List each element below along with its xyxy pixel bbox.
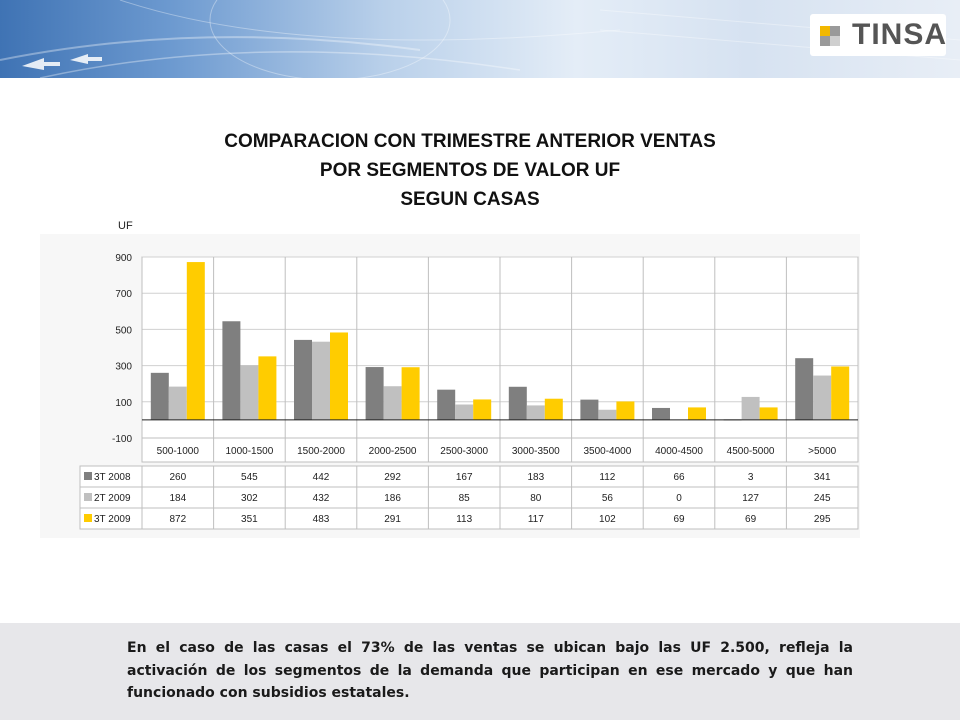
data-label-0-0: 260 xyxy=(169,472,186,483)
bar-0-5 xyxy=(508,386,527,420)
legend-label-0: 3T 2008 xyxy=(94,472,131,483)
data-label-2-6: 102 xyxy=(599,514,616,525)
data-label-0-6: 112 xyxy=(599,472,615,483)
bar-2-2 xyxy=(330,332,348,420)
logo-box xyxy=(810,14,946,56)
y-tick-label-5: 900 xyxy=(115,253,132,264)
legend-label-2: 3T 2009 xyxy=(94,514,131,525)
title-line-2: POR SEGMENTOS DE VALOR UF xyxy=(319,160,621,181)
data-label-2-3: 291 xyxy=(384,514,401,525)
data-label-2-7: 69 xyxy=(673,514,685,525)
chart-title: COMPARACION CON TRIMESTRE ANTERIOR VENTA… xyxy=(110,127,830,214)
bar-0-6 xyxy=(580,399,599,420)
bar-0-0 xyxy=(150,372,169,420)
y-tick-label-0: -100 xyxy=(112,434,132,445)
data-label-0-9: 341 xyxy=(814,472,831,483)
legend-swatch-0 xyxy=(84,472,92,480)
x-tick-label-8: 4500-5000 xyxy=(727,446,775,457)
legend-label-1: 2T 2009 xyxy=(94,493,131,504)
bar-1-3 xyxy=(383,386,402,420)
bar-2-0 xyxy=(186,262,205,420)
data-label-1-7: 0 xyxy=(676,493,682,504)
legend-swatch-2 xyxy=(84,514,92,522)
title-line-3: SEGUN CASAS xyxy=(400,189,540,210)
bar-0-1 xyxy=(222,321,241,420)
data-label-1-4: 85 xyxy=(459,493,471,504)
bar-0-3 xyxy=(365,367,384,420)
bar-0-4 xyxy=(437,389,456,420)
footer-text: En el caso de las casas el 73% de las ve… xyxy=(127,640,853,701)
data-label-2-0: 872 xyxy=(169,514,186,525)
arrow-left-icon xyxy=(22,58,60,70)
tinsa-logo-mark-icon xyxy=(820,26,840,46)
bar-2-7 xyxy=(688,407,706,420)
x-tick-label-2: 1500-2000 xyxy=(297,446,345,457)
footer-band xyxy=(0,623,960,720)
data-label-0-4: 167 xyxy=(456,472,473,483)
legend-swatch-1 xyxy=(84,493,92,501)
data-label-1-5: 80 xyxy=(530,493,542,504)
data-label-0-5: 183 xyxy=(527,472,544,483)
y-axis-label: UF xyxy=(118,220,133,232)
data-label-0-7: 66 xyxy=(673,472,685,483)
bar-1-6 xyxy=(598,409,617,420)
bar-2-8 xyxy=(759,407,778,420)
header-banner: TINSA xyxy=(0,0,960,78)
logo-text: TINSA xyxy=(852,18,947,51)
bar-2-4 xyxy=(473,399,492,420)
arrow-left-icon-2 xyxy=(70,54,102,64)
data-label-0-3: 292 xyxy=(384,472,401,483)
y-tick-label-3: 500 xyxy=(115,325,132,336)
bar-1-2 xyxy=(312,341,330,420)
bar-1-4 xyxy=(455,404,474,420)
data-label-1-9: 245 xyxy=(814,493,831,504)
data-label-1-8: 127 xyxy=(742,493,759,504)
data-label-2-8: 69 xyxy=(745,514,757,525)
bar-0-2 xyxy=(294,339,312,420)
data-label-1-1: 302 xyxy=(241,493,258,504)
data-label-2-2: 483 xyxy=(313,514,330,525)
data-label-1-0: 184 xyxy=(169,493,186,504)
data-label-0-2: 442 xyxy=(313,472,330,483)
bar-1-9 xyxy=(813,375,832,420)
x-tick-label-0: 500-1000 xyxy=(157,446,200,457)
bar-1-1 xyxy=(240,365,259,420)
bar-1-0 xyxy=(168,386,187,420)
x-tick-label-9: >5000 xyxy=(808,446,837,457)
y-tick-label-4: 700 xyxy=(115,289,132,300)
bar-0-7 xyxy=(652,407,670,420)
x-tick-label-7: 4000-4500 xyxy=(655,446,703,457)
data-label-2-1: 351 xyxy=(241,514,258,525)
x-tick-label-4: 2500-3000 xyxy=(440,446,488,457)
x-tick-label-6: 3500-4000 xyxy=(583,446,631,457)
y-tick-label-2: 300 xyxy=(115,362,132,373)
x-tick-label-3: 2000-2500 xyxy=(369,446,417,457)
table-row-2 xyxy=(79,507,859,530)
data-label-0-1: 545 xyxy=(241,472,258,483)
data-label-0-8: 3 xyxy=(748,472,754,483)
bar-2-3 xyxy=(401,367,420,420)
y-tick-label-1: 100 xyxy=(115,398,132,409)
data-label-2-5: 117 xyxy=(528,514,544,525)
bar-2-1 xyxy=(258,356,277,420)
data-label-2-4: 113 xyxy=(456,514,472,525)
bar-2-9 xyxy=(831,366,850,420)
data-label-2-9: 295 xyxy=(814,514,831,525)
bar-2-6 xyxy=(616,401,635,420)
data-label-1-6: 56 xyxy=(602,493,614,504)
x-tick-label-5: 3000-3500 xyxy=(512,446,560,457)
data-label-1-3: 186 xyxy=(384,493,401,504)
bar-2-5 xyxy=(544,398,563,420)
data-label-1-2: 432 xyxy=(313,493,330,504)
title-line-1: COMPARACION CON TRIMESTRE ANTERIOR VENTA… xyxy=(224,131,716,152)
x-tick-label-1: 1000-1500 xyxy=(225,446,273,457)
bar-1-5 xyxy=(526,405,545,420)
bar-0-9 xyxy=(795,358,814,420)
bar-1-8 xyxy=(741,396,760,420)
